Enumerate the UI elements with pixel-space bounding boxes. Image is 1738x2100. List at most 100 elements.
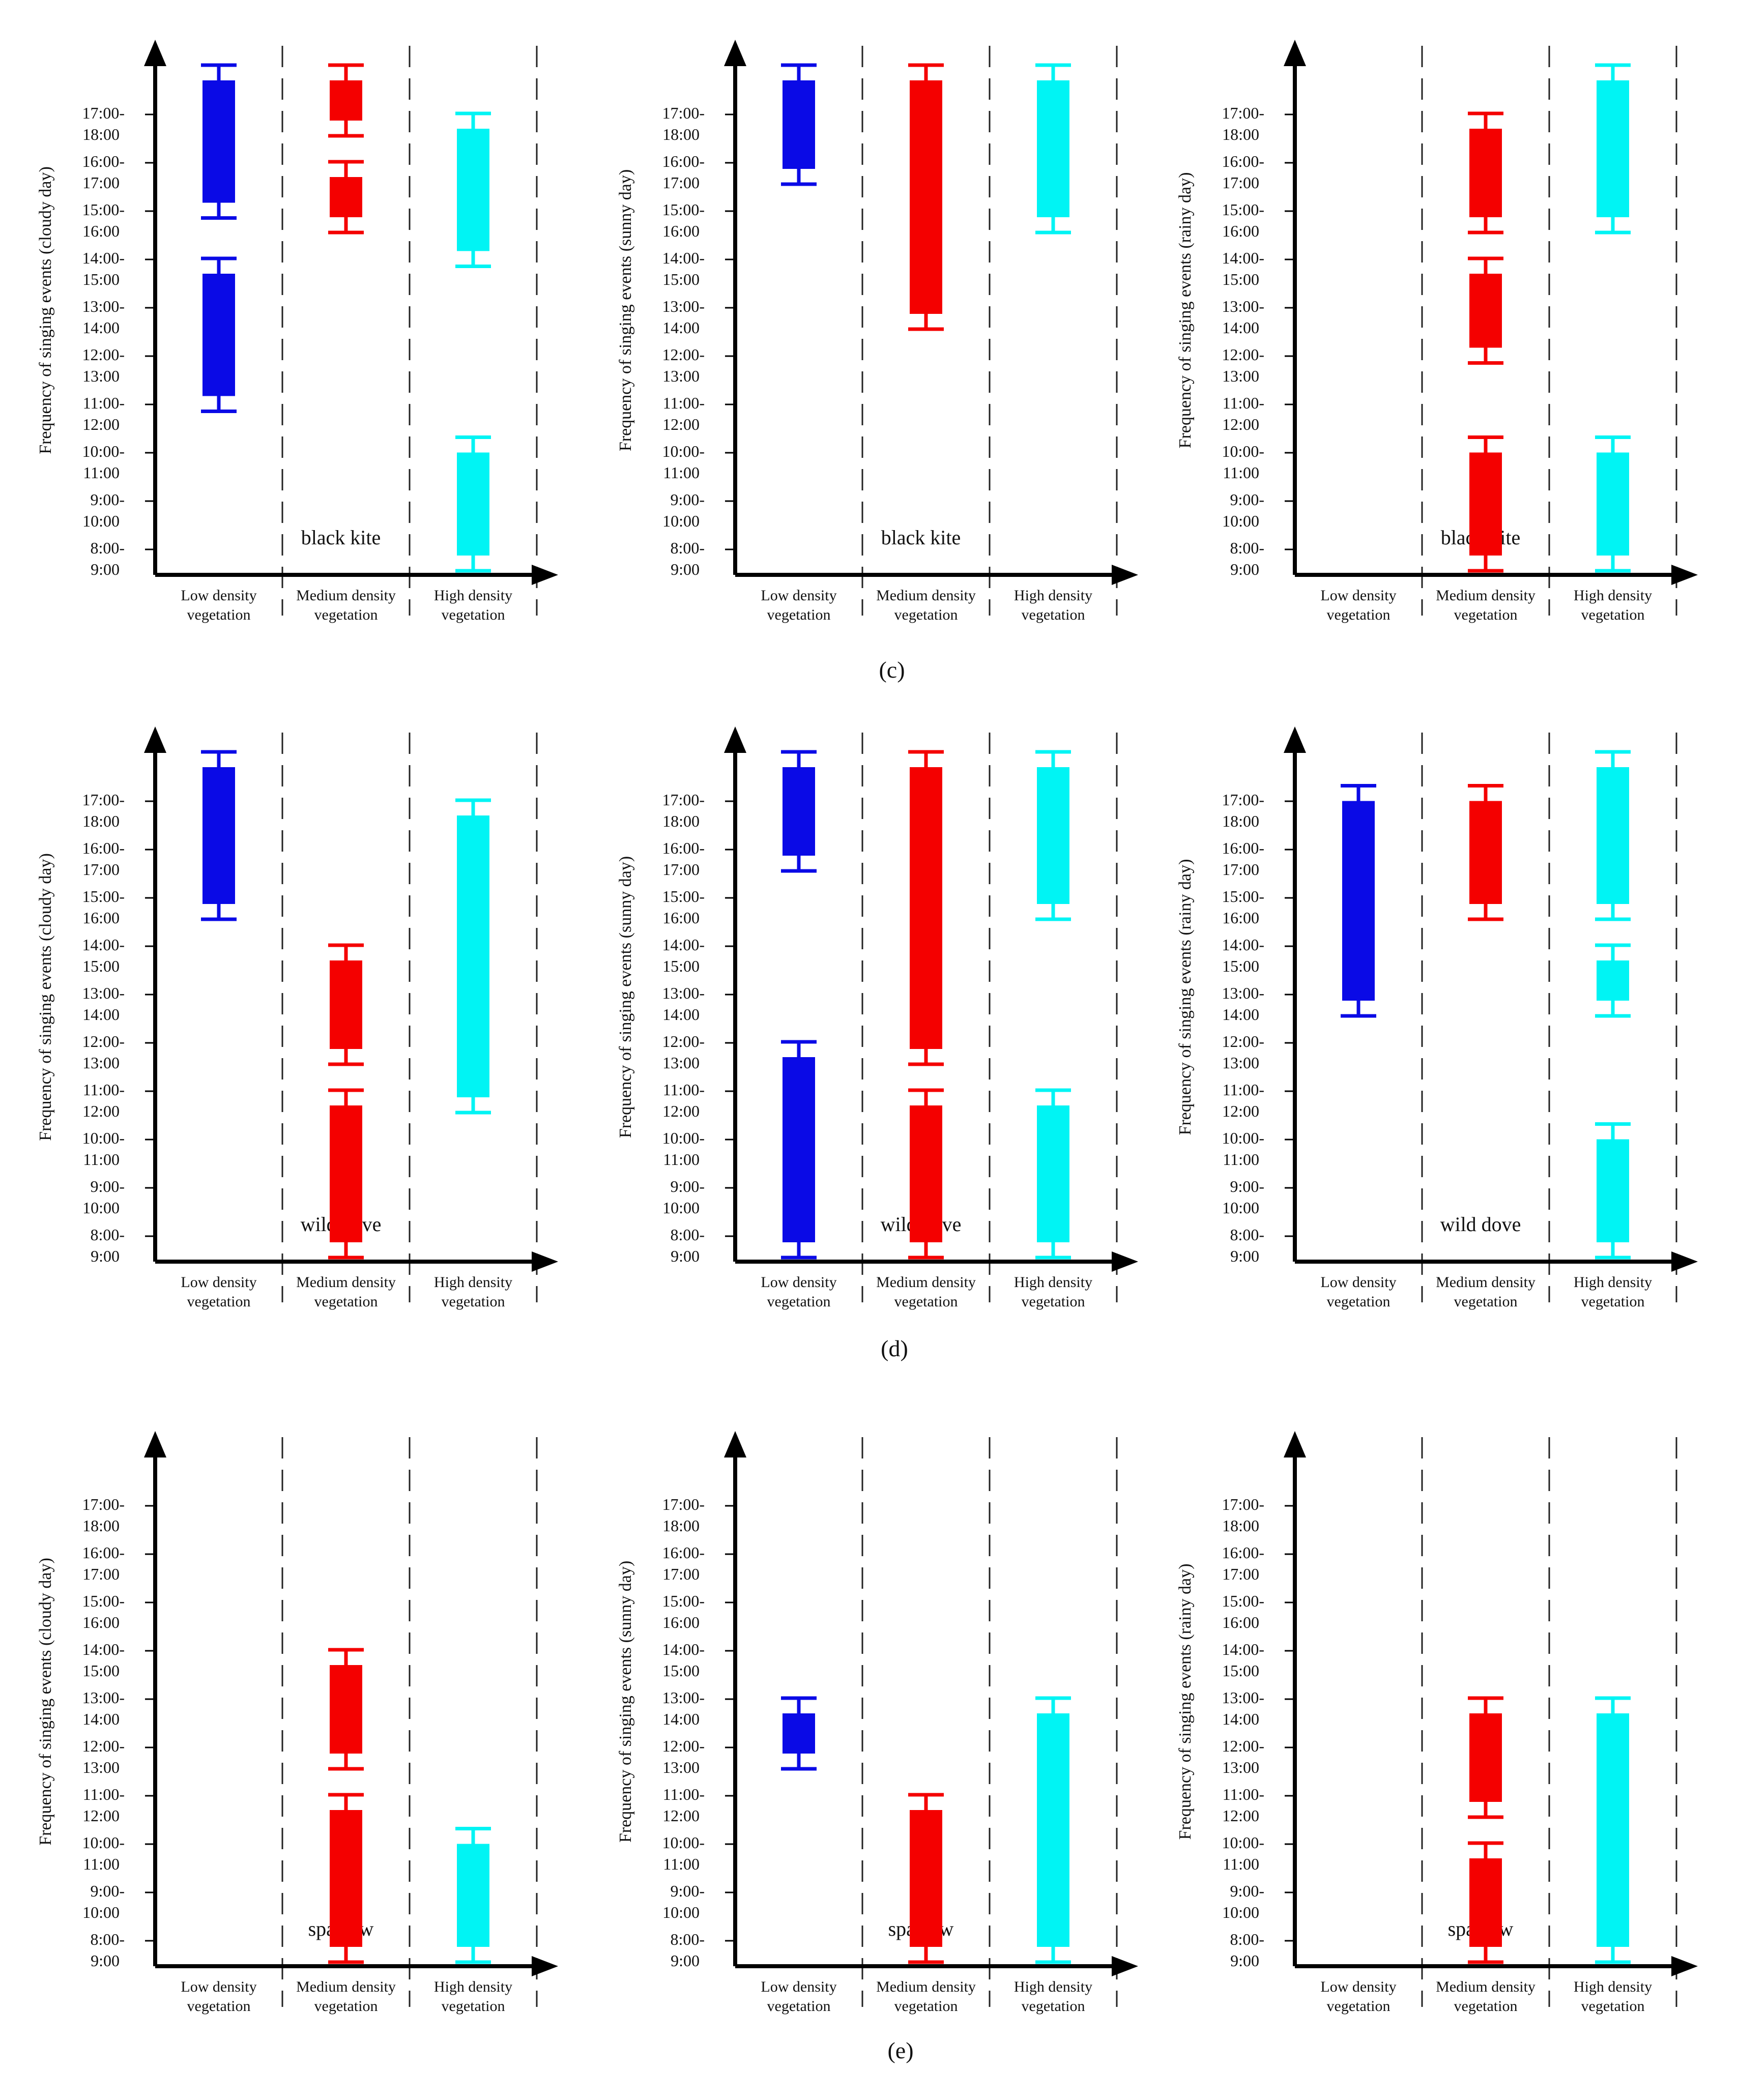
y-tick-label: 14:00-	[662, 249, 705, 267]
y-tick-label: 17:00	[82, 173, 120, 192]
bar-medium-density	[1469, 129, 1502, 217]
x-category-label: Medium density	[296, 587, 396, 604]
y-tick-label: 15:00	[82, 1661, 120, 1680]
y-tick-label: 15:00	[82, 957, 120, 975]
y-tick-label: 10:00	[662, 512, 700, 530]
x-category-label: Medium density	[876, 1274, 976, 1291]
bar-high-density	[457, 1844, 489, 1947]
y-tick-label: 15:00-	[662, 200, 705, 219]
y-tick-label: 15:00-	[82, 1592, 125, 1610]
panel-black-kite-cloudy: 8:00- 9:00 9:00- 10:00 10:00- 11:00 11:00- 12:0…	[36, 40, 558, 623]
y-tick-label: 11:00-	[663, 394, 705, 412]
x-category-label: vegetation	[894, 606, 958, 623]
y-axis-arrow	[1284, 726, 1306, 753]
bar-high-density	[1597, 960, 1629, 1001]
y-tick-label: 16:00-	[1222, 839, 1264, 857]
bar-medium-density	[330, 1810, 362, 1947]
y-tick-label: 17:00	[82, 1565, 120, 1583]
y-axis-label: Frequency of singing events (cloudy day)	[36, 853, 55, 1141]
species-label: wild dove	[1440, 1213, 1521, 1236]
panel-sparrow-rainy: 8:00- 9:00 9:00- 10:00 10:00- 11:00 11:00- 12:0…	[1176, 1431, 1698, 2015]
row-label-d: (d)	[881, 1335, 908, 1361]
y-tick-label: 15:00	[1222, 957, 1259, 975]
y-tick-label: 13:00-	[1222, 984, 1264, 1002]
y-tick-label: 18:00	[1222, 1516, 1259, 1535]
bar-low-density	[202, 274, 235, 396]
panel-black-kite-sunny: 8:00- 9:00 9:00- 10:00 10:00- 11:00 11:00- 12:0…	[616, 40, 1138, 623]
y-tick-label: 10:00	[82, 1199, 120, 1217]
y-tick-label: 15:00-	[1222, 887, 1264, 906]
y-tick-label: 16:00	[1222, 222, 1259, 240]
x-category-label: Low density	[181, 1274, 256, 1291]
y-tick-label: 11:00-	[1223, 1081, 1264, 1099]
y-tick-label: 16:00	[1222, 909, 1259, 927]
y-tick-label: 8:00-	[670, 1226, 705, 1244]
y-tick-label: 17:00-	[662, 791, 705, 809]
y-tick-label: 11:00-	[83, 1785, 125, 1803]
y-tick-label: 14:00-	[82, 249, 125, 267]
y-tick-label: 13:00-	[1222, 1688, 1264, 1707]
x-category-label: High density	[434, 587, 512, 604]
y-tick-label: 13:00-	[82, 984, 125, 1002]
y-tick-label: 15:00	[1222, 270, 1259, 288]
y-tick-label: 18:00	[82, 1516, 120, 1535]
panel-wild-dove-sunny: 8:00- 9:00 9:00- 10:00 10:00- 11:00 11:00- 12:0…	[616, 726, 1138, 1310]
y-tick-label: 8:00-	[1230, 539, 1264, 557]
y-tick-label: 13:00	[1222, 1758, 1259, 1776]
y-tick-label: 9:00-	[90, 1177, 125, 1195]
y-tick-label: 9:00	[91, 1247, 120, 1265]
y-tick-label: 17:00	[82, 860, 120, 879]
y-axis-arrow	[144, 40, 166, 66]
y-tick-label: 14:00-	[1222, 936, 1264, 954]
y-tick-label: 9:00-	[90, 1882, 125, 1900]
y-tick-label: 13:00	[82, 1758, 120, 1776]
x-category-label: High density	[1574, 587, 1652, 604]
x-category-label: vegetation	[187, 1998, 251, 2015]
x-category-label: High density	[1014, 1274, 1092, 1291]
y-tick-label: 17:00	[1222, 860, 1259, 879]
species-label: black kite	[881, 526, 961, 549]
y-tick-label: 10:00-	[1222, 442, 1264, 460]
y-tick-label: 15:00-	[82, 200, 125, 219]
panel-wild-dove-rainy: 8:00- 9:00 9:00- 10:00 10:00- 11:00 11:00- 12:0…	[1176, 726, 1698, 1310]
y-tick-label: 11:00	[663, 463, 700, 482]
x-category-label: Low density	[1320, 1978, 1396, 1995]
y-tick-label: 9:00	[671, 1951, 700, 1970]
y-tick-label: 17:00-	[1222, 791, 1264, 809]
bar-low-density	[783, 767, 815, 856]
bar-high-density	[1597, 1713, 1629, 1947]
y-tick-label: 14:00-	[1222, 249, 1264, 267]
x-category-label: High density	[1014, 587, 1092, 604]
y-tick-label: 18:00	[1222, 812, 1259, 830]
species-label: black kite	[301, 526, 381, 549]
y-tick-label: 10:00	[1222, 512, 1259, 530]
y-tick-label: 15:00	[662, 957, 700, 975]
y-tick-label: 16:00-	[82, 1543, 125, 1562]
y-tick-label: 10:00-	[662, 442, 705, 460]
bar-medium-density	[1469, 801, 1502, 904]
y-tick-label: 8:00-	[670, 539, 705, 557]
y-axis-arrow	[724, 1431, 746, 1457]
x-category-label: vegetation	[187, 606, 251, 623]
y-tick-label: 18:00	[662, 1516, 700, 1535]
x-category-label: vegetation	[1454, 1293, 1518, 1310]
x-category-label: Medium density	[1436, 1978, 1536, 1995]
y-axis-label: Frequency of singing events (sunny day)	[616, 856, 635, 1138]
x-category-label: vegetation	[767, 1998, 831, 2015]
x-category-label: Low density	[761, 587, 836, 604]
y-tick-label: 18:00	[82, 125, 120, 143]
bar-low-density	[783, 1057, 815, 1242]
bar-medium-density	[1469, 274, 1502, 348]
y-axis-label: Frequency of singing events (rainy day)	[1176, 859, 1195, 1135]
x-axis-arrow	[1671, 1251, 1698, 1272]
y-tick-label: 14:00-	[662, 1640, 705, 1658]
y-tick-label: 16:00-	[1222, 1543, 1264, 1562]
bar-low-density	[783, 1713, 815, 1754]
bar-high-density	[1037, 1713, 1069, 1947]
x-category-label: Low density	[181, 1978, 256, 1995]
bar-high-density	[1037, 80, 1069, 217]
bar-medium-density	[330, 1105, 362, 1242]
y-tick-label: 16:00	[662, 1613, 700, 1631]
y-tick-label: 16:00-	[82, 839, 125, 857]
y-tick-label: 14:00	[1222, 318, 1259, 337]
